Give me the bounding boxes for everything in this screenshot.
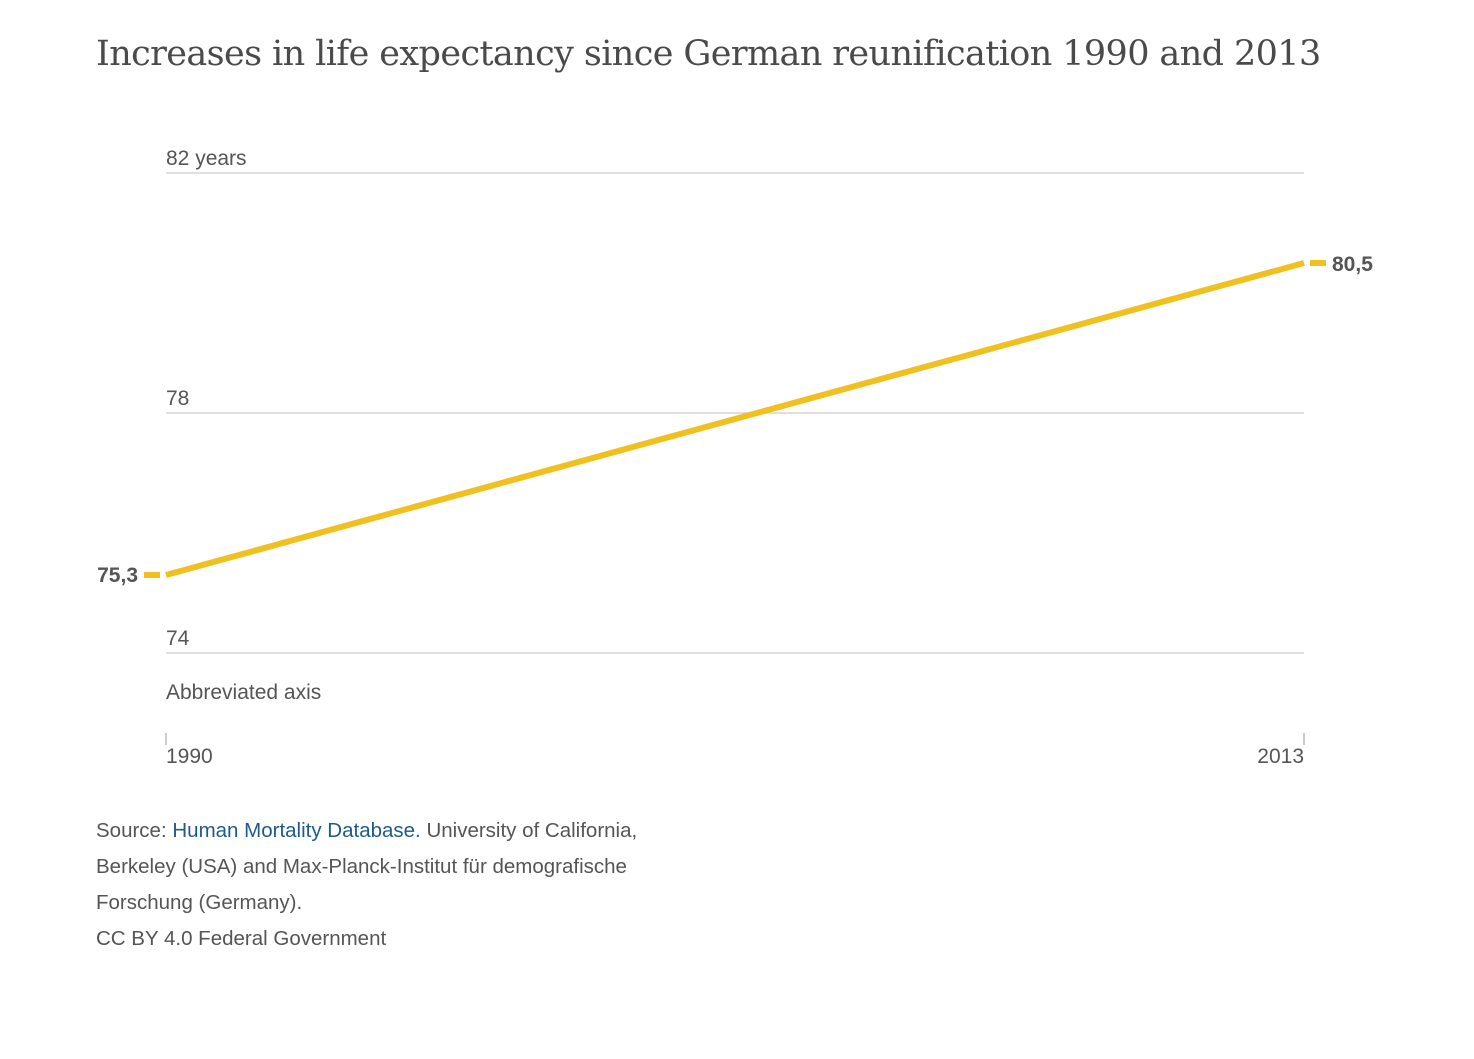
y-tick-label-74: 74 [166,627,190,650]
x-tick-label-2013: 2013 [1257,745,1304,768]
data-labels-layer: 75,3 80,5 [97,253,1373,587]
y-tick-label-78: 78 [166,387,189,410]
series-layer [144,260,1326,578]
x-tick-label-1990: 1990 [166,745,213,768]
y-tick-label-82: 82 years [166,147,247,170]
source-prefix: Source: [96,819,173,842]
human-mortality-database-link[interactable]: Human Mortality Database. [172,819,421,842]
chart-title: Increases in life expectancy since Germa… [96,34,1321,74]
x-axis: 1990 2013 [165,733,1305,768]
line-chart: 74 78 82 years Abbreviated axis 1990 2013 7… [97,147,1373,768]
data-label-end: 80,5 [1332,253,1373,276]
abbreviated-axis-note: Abbreviated axis [166,681,321,704]
data-label-start: 75,3 [97,564,138,587]
series-line-0 [165,260,1305,578]
source-note: Source: Human Mortality Database. Univer… [96,813,716,957]
grid-layer: 74 78 82 years [166,147,1304,654]
license-text: CC BY 4.0 Federal Government [96,927,387,950]
source-rest: University of California, Berkeley (USA)… [96,819,638,914]
source-text: Source: Human Mortality Database. Univer… [96,813,716,921]
